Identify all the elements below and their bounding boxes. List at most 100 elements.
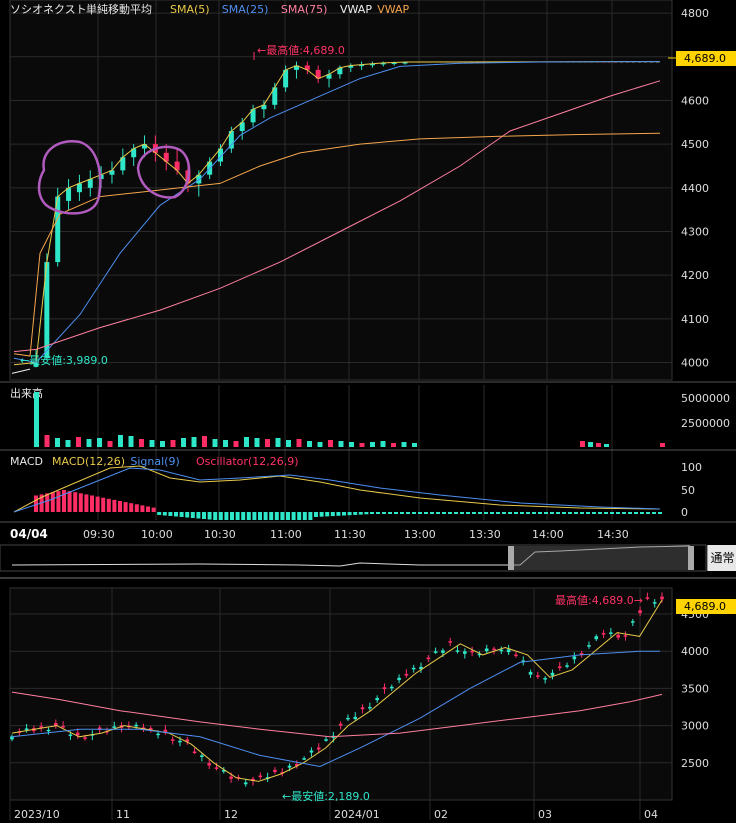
macd-osc-bar [274, 512, 279, 520]
sma25-line [13, 61, 661, 364]
macd-osc-bar [202, 512, 206, 519]
candle-body [348, 65, 354, 68]
daily-candle-body [623, 635, 628, 637]
chart-title: ソシオネクスト [10, 3, 87, 16]
macd-osc-bar [358, 512, 363, 515]
price-badge-text: 4,689.0 [684, 52, 726, 65]
macd-osc-bar [314, 512, 318, 517]
volume-bar [223, 440, 228, 447]
daily-y-tick: 3500 [681, 682, 709, 695]
macd-osc-bar [224, 512, 229, 520]
macd-osc-bar [598, 512, 602, 514]
macd-osc-bar [353, 512, 358, 515]
daily-candle-body [441, 650, 445, 653]
macd-osc-bar [213, 512, 218, 520]
daily-candle-body [156, 733, 160, 736]
volume-bar [286, 440, 291, 447]
daily-candle-body [565, 665, 569, 667]
legend-item: SMA(5) [170, 3, 210, 16]
macd-osc-bar [592, 512, 596, 514]
macd-osc-bar [436, 512, 440, 514]
volume-bar [86, 439, 92, 447]
navigator-strip [0, 544, 707, 572]
candle-body [174, 161, 180, 171]
macd-osc-bar [185, 512, 190, 518]
macd-osc-bar [388, 512, 392, 514]
daily-candle-body [75, 732, 80, 736]
macd-osc-bar [67, 491, 72, 512]
macd-osc-bar [478, 512, 482, 514]
macd-osc-bar [308, 512, 313, 520]
volume-bar [359, 443, 365, 447]
macd-osc-bar [162, 512, 167, 516]
volume-bar [181, 438, 186, 447]
daily-candle-body [499, 649, 504, 652]
signal-line [13, 467, 661, 513]
macd-osc-bar [302, 512, 307, 520]
macd-osc-bar [106, 498, 111, 512]
macd-osc-bar [34, 495, 38, 512]
daily-candle-body [353, 716, 358, 720]
macd-osc-bar [280, 512, 285, 520]
macd-osc-bar [652, 512, 656, 514]
macd-osc-bar [241, 512, 246, 520]
y-tick-label: 4600 [681, 94, 709, 107]
volume-bar [580, 441, 585, 447]
volume-bar [55, 438, 60, 447]
macd-tick: 50 [681, 484, 695, 497]
volume-bar [317, 442, 323, 447]
daily-candle-body [601, 633, 606, 635]
daily-candle-body [258, 775, 263, 778]
y-tick-label: 4100 [681, 313, 709, 326]
daily-candle-body [419, 666, 423, 670]
macd-osc-bar [347, 512, 352, 516]
macd-osc-bar [610, 512, 614, 514]
macd-osc-bar [520, 512, 524, 514]
candle-body [402, 62, 408, 64]
candle-body [218, 148, 223, 162]
candle-body [315, 69, 321, 79]
macd-tick: 0 [681, 506, 688, 519]
macd-legend-item: MACD(12,26) [52, 455, 125, 468]
macd-osc-bar [252, 512, 257, 520]
macd-osc-bar [538, 512, 542, 514]
macd-osc-bar [442, 512, 446, 514]
macd-osc-bar [586, 512, 590, 514]
macd-osc-bar [101, 497, 106, 512]
daily-x-tick: 2024/01 [334, 808, 380, 821]
macd-osc-bar [658, 512, 662, 514]
x-tick-label: 11:00 [270, 528, 302, 541]
macd-osc-bar [179, 512, 184, 517]
macd-osc-bar [73, 492, 78, 512]
volume-bar [44, 435, 50, 447]
daily-candle-body [652, 602, 657, 604]
legend-item: VWAP [340, 3, 372, 16]
daily-candle-body [134, 724, 138, 727]
candle-body [261, 104, 267, 110]
macd-osc-bar [370, 512, 374, 514]
macd-label: MACD [10, 455, 43, 468]
x-tick-label: 10:00 [141, 528, 173, 541]
macd-osc-bar [263, 512, 268, 520]
macd-osc-bar [376, 512, 380, 514]
macd-osc-bar [140, 505, 145, 512]
daily-candle-body [192, 751, 197, 754]
daily-x-tick: 02 [434, 808, 448, 821]
candle-body [87, 179, 93, 188]
volume-bar [596, 443, 601, 447]
navigator-line [11, 545, 691, 567]
macd-osc-bar [484, 512, 488, 514]
daily-candle-body [178, 740, 182, 743]
legend-item: SMA(25) [222, 3, 269, 16]
volume-bar [97, 438, 102, 447]
volume-bar [76, 437, 81, 447]
navigator-handle-left [508, 546, 514, 570]
macd-osc-bar [502, 512, 506, 514]
daily-candle-body [514, 654, 518, 657]
normal-view-button[interactable]: 通常 [707, 545, 736, 571]
macd-osc-bar [496, 512, 500, 514]
macd-osc-bar [628, 512, 632, 514]
volume-bar [401, 442, 407, 447]
daily-y-tick: 3000 [681, 720, 709, 733]
